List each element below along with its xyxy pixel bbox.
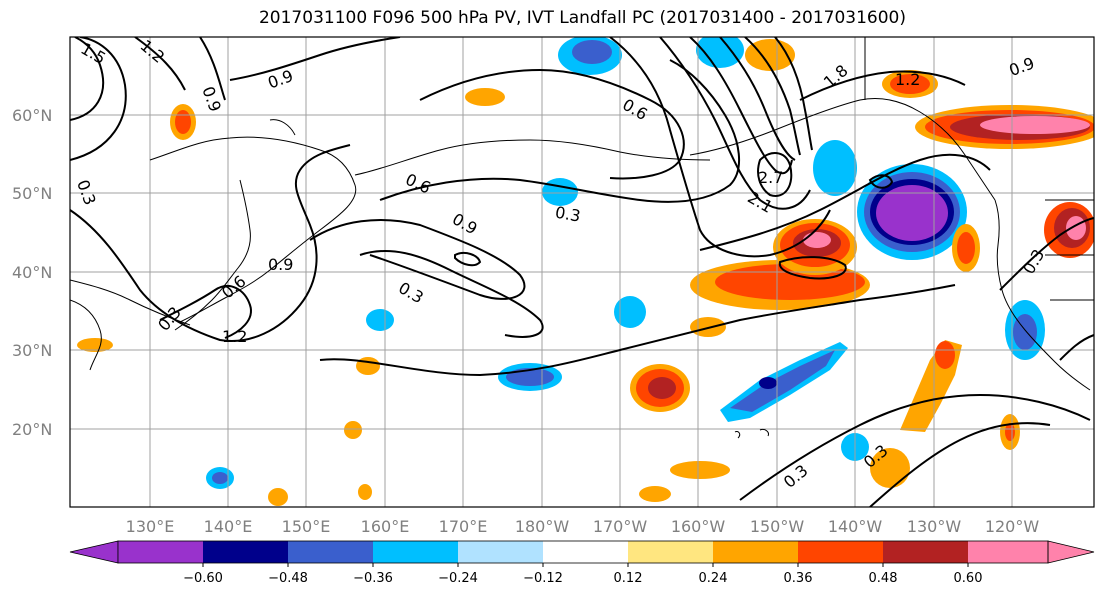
lon-label: 170°E — [439, 517, 488, 536]
colorbar-tick-label: −0.12 — [523, 571, 563, 586]
lon-label: 140°W — [828, 517, 883, 536]
colorbar-arrow-left — [69, 540, 119, 564]
pv-contours — [70, 37, 1094, 507]
lat-label: 60°N — [12, 106, 52, 125]
colorbar-segment — [628, 541, 713, 563]
lon-label: 150°W — [750, 517, 805, 536]
colorbar-segment — [798, 541, 883, 563]
colorbar-segment — [288, 541, 373, 563]
colorbar-tick-label: −0.36 — [353, 571, 393, 586]
contour-label: 0.9 — [268, 255, 293, 274]
colorbar-tick-label: −0.48 — [268, 571, 308, 586]
colorbar-segment — [883, 541, 968, 563]
colorbar-frame — [117, 540, 1049, 564]
lon-label: 140°E — [204, 517, 253, 536]
contour-label: 1.2 — [895, 70, 920, 89]
gridlines — [70, 37, 1094, 507]
colorbar-tick-label: 0.24 — [699, 571, 728, 586]
lat-label: 30°N — [12, 341, 52, 360]
lon-label: 160°E — [361, 517, 410, 536]
lat-label: 40°N — [12, 263, 52, 282]
lon-label: 150°E — [282, 517, 331, 536]
colorbar-tick-label: 0.36 — [784, 571, 813, 586]
colorbar-tick-label: 0.12 — [614, 571, 643, 586]
contour-label: 0.3 — [554, 203, 582, 226]
lat-label: 20°N — [12, 420, 52, 439]
map-frame — [69, 36, 1095, 508]
colorbar-segment — [203, 541, 288, 563]
lon-label: 180°W — [515, 517, 570, 536]
lon-label: 120°W — [985, 517, 1040, 536]
colorbar-segment — [373, 541, 458, 563]
lon-label: 170°W — [593, 517, 648, 536]
lat-label: 50°N — [12, 184, 52, 203]
lon-label: 130°E — [126, 517, 175, 536]
colorbar-tick-label: −0.24 — [438, 571, 478, 586]
colorbar-tick-label: 0.48 — [869, 571, 898, 586]
contour-label: 2.7 — [758, 168, 783, 187]
colorbar-segment — [543, 541, 628, 563]
colorbar-segment — [118, 541, 203, 563]
lon-label: 130°W — [907, 517, 962, 536]
colorbar-tick-label: 0.60 — [954, 571, 983, 586]
chart-title: 2017031100 F096 500 hPa PV, IVT Landfall… — [258, 8, 906, 28]
latitude-labels: 60°N 50°N 40°N 30°N 20°N — [12, 106, 52, 439]
colorbar-segment — [968, 541, 1048, 563]
colorbar: −0.60 −0.48 −0.36 −0.24 −0.12 0.12 0.24 0.36 0.4… — [69, 540, 1095, 586]
colorbar-arrow-right — [1047, 540, 1095, 564]
colorbar-tick-label: −0.60 — [183, 571, 223, 586]
contour-label: 1.2 — [222, 327, 247, 346]
lon-label: 160°W — [671, 517, 726, 536]
longitude-labels: 130°E 140°E 150°E 160°E 170°E 180°W 170°… — [126, 517, 1040, 536]
colorbar-segment — [713, 541, 798, 563]
colorbar-segment — [458, 541, 543, 563]
